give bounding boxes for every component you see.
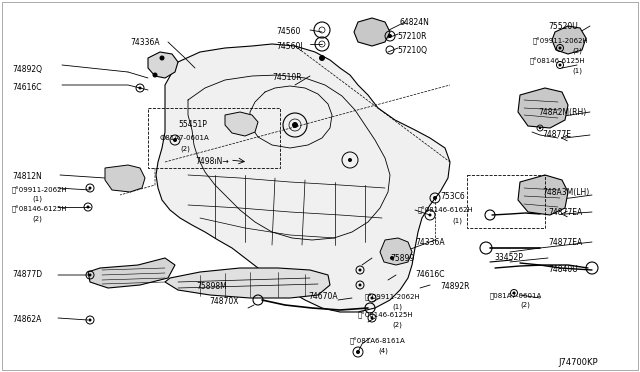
Text: 75899: 75899 — [390, 254, 414, 263]
Text: 74840U: 74840U — [548, 265, 578, 274]
Text: ⵀ81A7-0601A: ⵀ81A7-0601A — [160, 135, 210, 141]
Text: 74892R: 74892R — [440, 282, 470, 291]
Bar — [148, 108, 280, 168]
Circle shape — [539, 127, 541, 129]
Circle shape — [88, 273, 92, 276]
Text: 57210Q: 57210Q — [397, 46, 427, 55]
Text: (2): (2) — [572, 48, 582, 55]
Circle shape — [371, 296, 374, 299]
Circle shape — [390, 256, 394, 260]
Polygon shape — [165, 268, 330, 298]
Text: (2): (2) — [32, 215, 42, 221]
Circle shape — [88, 318, 92, 321]
Polygon shape — [518, 88, 568, 128]
Circle shape — [348, 158, 352, 162]
Text: 748A3M(LH): 748A3M(LH) — [542, 188, 589, 197]
Text: 74862A: 74862A — [12, 315, 42, 324]
Circle shape — [86, 205, 90, 208]
Text: 74616C: 74616C — [415, 270, 445, 279]
Text: 74877EA: 74877EA — [548, 238, 582, 247]
Text: (2): (2) — [180, 145, 190, 151]
Polygon shape — [225, 112, 258, 136]
Text: 74510R: 74510R — [272, 73, 301, 82]
Text: (1): (1) — [452, 217, 462, 224]
Text: 74877EA: 74877EA — [548, 208, 582, 217]
Text: (2): (2) — [392, 322, 402, 328]
Text: 74870X: 74870X — [209, 297, 239, 306]
Text: 7498ıN→: 7498ıN→ — [195, 157, 228, 166]
Text: 74877D: 74877D — [12, 270, 42, 279]
Polygon shape — [552, 26, 586, 54]
Circle shape — [429, 214, 431, 217]
Text: (4): (4) — [378, 348, 388, 355]
Text: 55451P: 55451P — [178, 120, 207, 129]
Text: 74877E: 74877E — [542, 130, 571, 139]
Text: Ⓝ°09911-2062H: Ⓝ°09911-2062H — [12, 187, 68, 194]
Text: (1): (1) — [32, 196, 42, 202]
Text: 753C6: 753C6 — [440, 192, 465, 201]
Text: 74560: 74560 — [276, 27, 300, 36]
Circle shape — [559, 64, 561, 67]
Circle shape — [358, 283, 362, 286]
Text: Ⓑ°08146-6125H: Ⓑ°08146-6125H — [358, 312, 413, 319]
Circle shape — [173, 138, 177, 142]
Text: 75898M: 75898M — [196, 282, 227, 291]
Text: Ⓑ°08146-6125H: Ⓑ°08146-6125H — [530, 58, 586, 65]
Text: 33452P: 33452P — [494, 253, 523, 262]
Text: 74336A: 74336A — [130, 38, 159, 47]
Circle shape — [292, 122, 298, 128]
Text: J74700KP: J74700KP — [558, 358, 598, 367]
Polygon shape — [354, 18, 390, 46]
Text: Ⓑ°081A6-8161A: Ⓑ°081A6-8161A — [350, 338, 406, 345]
Text: 74670A: 74670A — [308, 292, 338, 301]
Circle shape — [559, 46, 561, 49]
Text: 64824N: 64824N — [400, 18, 430, 27]
Circle shape — [388, 34, 392, 38]
Text: Ⓑ081A7-0601A: Ⓑ081A7-0601A — [490, 292, 542, 299]
Text: Ⓝ°09911-2062H: Ⓝ°09911-2062H — [533, 38, 589, 45]
Text: 57210R: 57210R — [397, 32, 426, 41]
Polygon shape — [156, 44, 450, 312]
Circle shape — [371, 317, 374, 320]
Text: 74616C: 74616C — [12, 83, 42, 92]
Text: Ⓑ°08146-6125H: Ⓑ°08146-6125H — [12, 206, 68, 213]
Text: 74812N: 74812N — [12, 172, 42, 181]
Circle shape — [138, 87, 141, 90]
Text: 74892Q: 74892Q — [12, 65, 42, 74]
Text: 74336A: 74336A — [415, 238, 445, 247]
Polygon shape — [518, 175, 568, 215]
Text: (2): (2) — [520, 302, 530, 308]
Circle shape — [152, 73, 157, 77]
Polygon shape — [148, 52, 178, 78]
Text: Ⓑ°08146-6162H: Ⓑ°08146-6162H — [418, 207, 474, 214]
Text: Ⓝ°09911-2062H: Ⓝ°09911-2062H — [365, 294, 420, 301]
Polygon shape — [105, 165, 145, 192]
Circle shape — [159, 55, 164, 61]
Circle shape — [356, 350, 360, 354]
Polygon shape — [88, 258, 175, 288]
Text: 748A2M(RH): 748A2M(RH) — [538, 108, 586, 117]
Text: 74560J: 74560J — [276, 42, 303, 51]
Text: 75520U: 75520U — [548, 22, 578, 31]
Text: (1): (1) — [572, 68, 582, 74]
Circle shape — [88, 186, 92, 189]
Circle shape — [433, 196, 437, 200]
Circle shape — [358, 269, 362, 272]
Polygon shape — [380, 238, 412, 265]
Circle shape — [319, 55, 325, 61]
Text: (1): (1) — [392, 303, 402, 310]
Bar — [467, 175, 545, 228]
Circle shape — [513, 292, 515, 295]
